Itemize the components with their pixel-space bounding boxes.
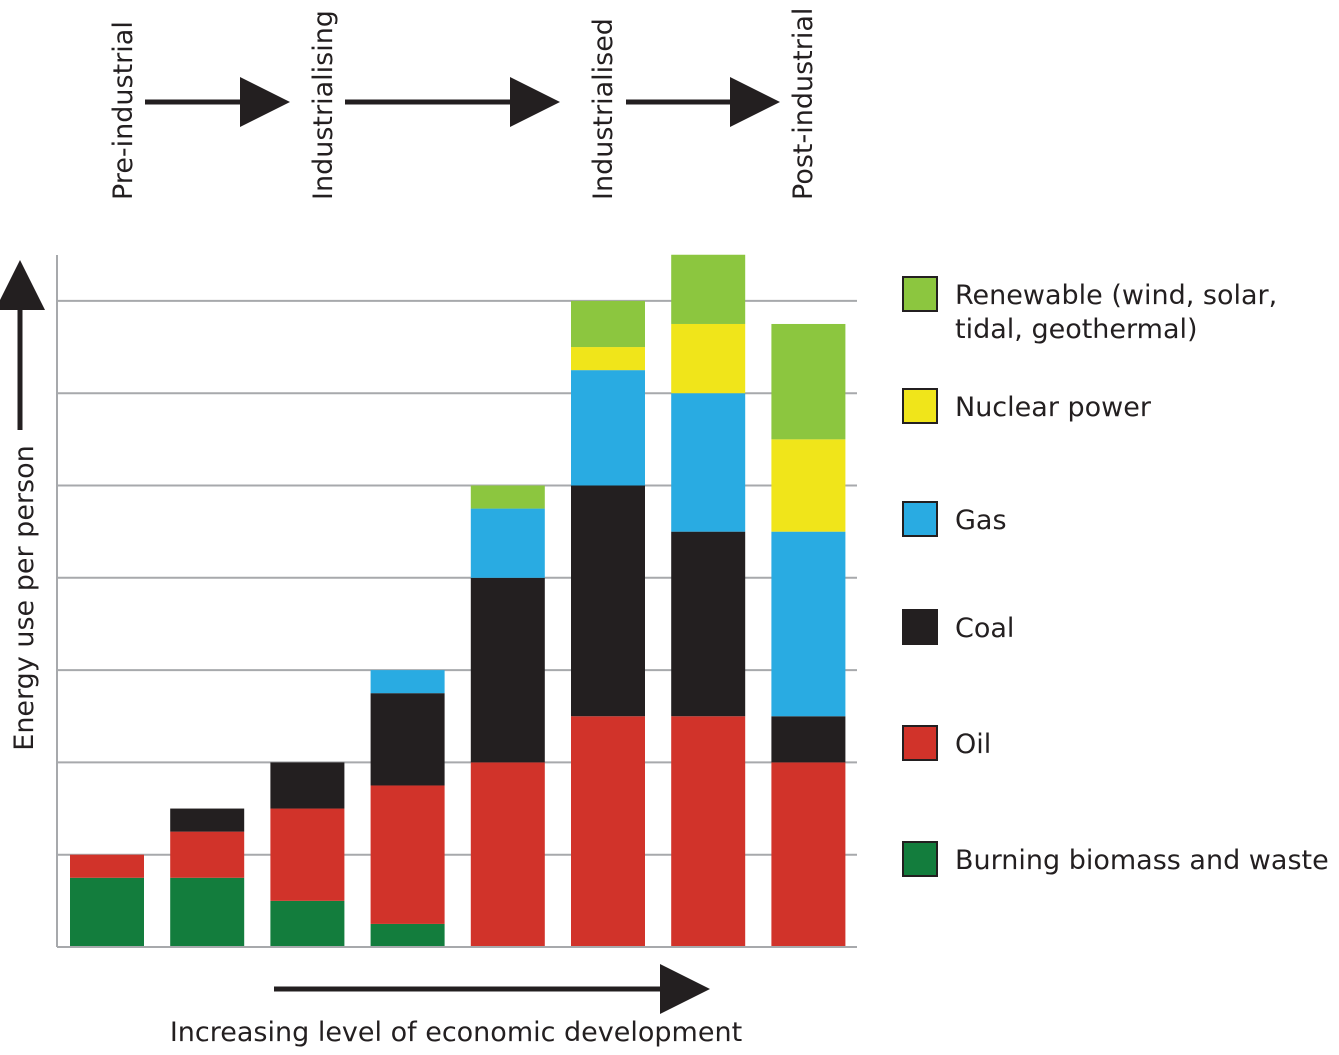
stage-label-post-industrial: Post-industrial bbox=[788, 8, 819, 200]
legend-label: Renewable (wind, solar, bbox=[955, 280, 1277, 311]
bar-segment-coal bbox=[470, 577, 545, 763]
bar-segment-gas bbox=[771, 531, 846, 717]
legend-swatch bbox=[902, 841, 938, 877]
stage-label-industrialised: Industrialised bbox=[588, 18, 619, 200]
bar-segment-oil bbox=[771, 762, 846, 947]
bar-segment-gas bbox=[571, 370, 645, 486]
bar-segment-burning bbox=[370, 923, 445, 947]
bar-segment-nuclear bbox=[671, 323, 746, 394]
bar-stack-1 bbox=[70, 854, 144, 947]
bar-segment-gas bbox=[470, 508, 545, 578]
bar-stack-7 bbox=[671, 254, 746, 947]
bar-segment-oil bbox=[270, 808, 345, 901]
bar-segment-burning bbox=[170, 877, 245, 947]
bar-stack-3 bbox=[270, 762, 345, 947]
legend-swatch bbox=[902, 501, 938, 537]
bar-segment-coal bbox=[771, 716, 846, 763]
legend-item: Burning biomass and waste bbox=[902, 841, 1329, 877]
bar-segment-nuclear bbox=[771, 439, 846, 532]
bar-segment-oil bbox=[571, 716, 645, 947]
bar-segment-oil bbox=[671, 716, 746, 947]
legend-swatch bbox=[902, 609, 938, 645]
bar-segment-burning bbox=[70, 877, 144, 947]
legend: Renewable (wind, solar,tidal, geothermal… bbox=[902, 276, 1329, 877]
bar-segment-coal bbox=[671, 531, 746, 717]
bar-segment-gas bbox=[370, 670, 445, 694]
legend-item: Coal bbox=[902, 609, 1014, 645]
bar-segment-coal bbox=[370, 693, 445, 786]
legend-item: Gas bbox=[902, 501, 1007, 537]
bar-segment-renewable bbox=[571, 300, 645, 348]
x-axis-label: Increasing level of economic development bbox=[170, 1017, 742, 1048]
legend-swatch bbox=[902, 388, 938, 424]
y-axis-label: Energy use per person bbox=[9, 445, 40, 750]
bar-segment-oil bbox=[70, 854, 144, 878]
legend-label: Gas bbox=[955, 505, 1007, 536]
legend-swatch bbox=[902, 725, 938, 761]
bar-segment-renewable bbox=[470, 485, 545, 509]
bar-segment-coal bbox=[170, 808, 245, 832]
bar-stack-6 bbox=[571, 300, 645, 947]
bar-segment-coal bbox=[571, 485, 645, 717]
legend-label: tidal, geothermal) bbox=[955, 314, 1198, 345]
legend-label: Oil bbox=[955, 729, 991, 760]
legend-label: Coal bbox=[955, 613, 1014, 644]
bar-segment-oil bbox=[170, 831, 245, 878]
bar-segment-gas bbox=[671, 393, 746, 532]
gridlines bbox=[57, 299, 857, 856]
bar-stack-4 bbox=[370, 670, 445, 947]
bar-segment-burning bbox=[270, 900, 345, 947]
legend-item: Nuclear power bbox=[902, 388, 1152, 424]
legend-swatch bbox=[902, 276, 938, 312]
bar-stack-5 bbox=[470, 485, 545, 947]
bar-segment-renewable bbox=[771, 323, 846, 440]
bar-segment-renewable bbox=[671, 254, 746, 324]
bar-segment-oil bbox=[470, 762, 545, 947]
bar-stack-2 bbox=[170, 808, 245, 947]
legend-item: Renewable (wind, solar,tidal, geothermal… bbox=[902, 276, 1277, 345]
bar-segment-coal bbox=[270, 762, 345, 809]
legend-label: Burning biomass and waste bbox=[955, 845, 1329, 876]
axes bbox=[56, 255, 857, 948]
stage-label-industrialising: Industrialising bbox=[308, 10, 339, 200]
bar-segment-nuclear bbox=[571, 347, 645, 371]
legend-item: Oil bbox=[902, 725, 991, 761]
bars bbox=[70, 254, 846, 947]
stage-label-pre-industrial: Pre-industrial bbox=[108, 21, 139, 200]
legend-label: Nuclear power bbox=[955, 392, 1152, 423]
bar-stack-8 bbox=[771, 323, 846, 947]
bar-segment-oil bbox=[370, 785, 445, 924]
